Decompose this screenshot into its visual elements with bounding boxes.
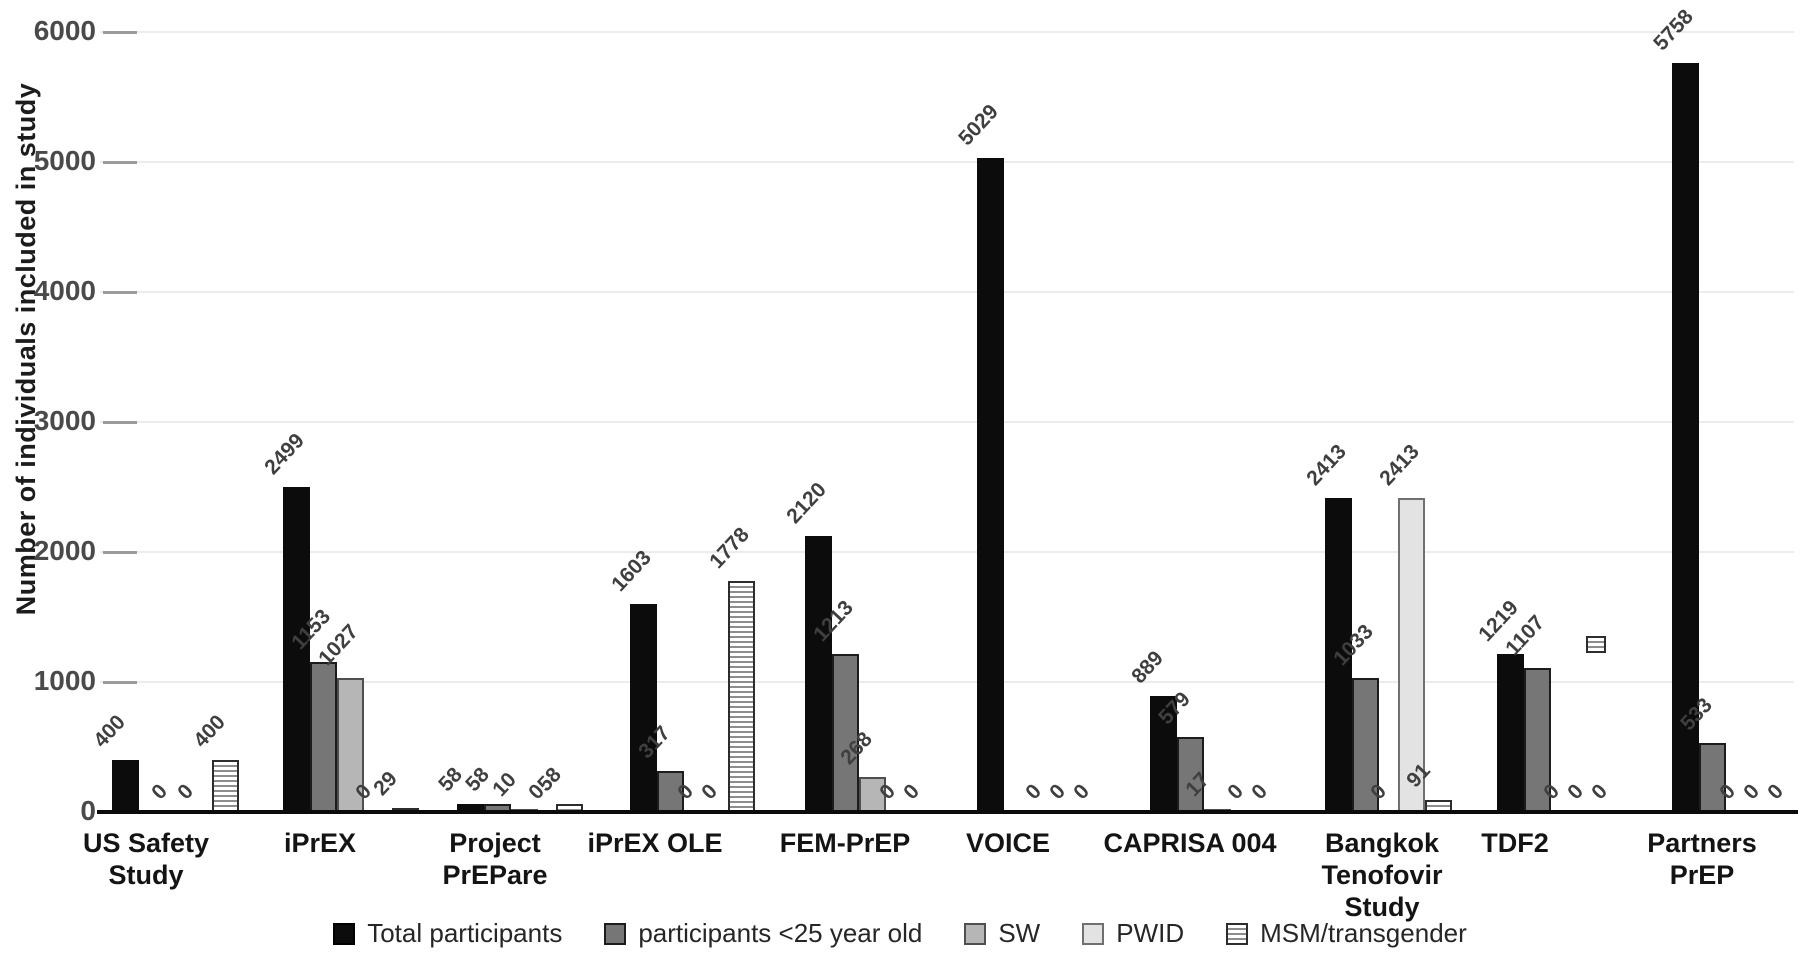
zero-label-pwid-voice: 0 (1045, 779, 1070, 804)
legend-swatch-msm (1226, 922, 1249, 945)
y-tick-mark-2000 (103, 551, 137, 554)
legend-swatch-under25 (604, 922, 627, 945)
value-label-msm-iprex-ole: 1778 (705, 523, 754, 573)
bar-total-voice (977, 158, 1004, 812)
bar-under25-bangkok-tenofovir-study (1352, 677, 1379, 812)
value-label-total-iprex-ole: 1603 (607, 545, 656, 596)
value-label-msm-us-safety-study: 400 (189, 710, 230, 752)
zero-label-msm-partners-prep: 0 (1763, 779, 1788, 804)
y-tick-mark-4000 (103, 291, 137, 294)
bar-total-us-safety-study (112, 760, 139, 812)
zero-label-under25-us-safety-study: 0 (147, 779, 172, 804)
value-label-total-fem-prep: 2120 (782, 478, 831, 529)
legend: Total participants participants <25 year … (0, 918, 1800, 949)
value-label-total-bangkok-tenofovir-study: 2413 (1302, 440, 1351, 491)
legend-label-sw: SW (998, 918, 1041, 948)
bar-msm-iprex-ole (728, 580, 755, 812)
bar-under25-fem-prep (832, 654, 859, 812)
y-tick-label-6000: 6000 (33, 15, 96, 46)
bar-total-tdf2 (1497, 653, 1524, 812)
bar-under25-iprex (310, 662, 337, 812)
legend-item-msm: MSM/transgender (1226, 918, 1467, 949)
bar-total-caprisa-004 (1150, 696, 1177, 812)
value-label-sw-project-prepare: 10 (488, 768, 521, 801)
value-label-under25-project-prepare: 58 (461, 763, 494, 797)
y-tick-label-2000: 2000 (33, 535, 96, 566)
zero-label-msm-caprisa-004: 0 (1247, 779, 1272, 804)
bar-under25-partners-prep (1699, 742, 1726, 812)
bar-pwid-bangkok-tenofovir-study (1398, 498, 1425, 812)
legend-label-under25: participants <25 year old (638, 918, 923, 948)
legend-item-under25: participants <25 year old (604, 918, 922, 949)
gridline-1000 (100, 681, 1794, 683)
bar-total-fem-prep (805, 536, 832, 812)
x-axis-baseline (97, 810, 1798, 814)
x-axis-label-project-prepare: Project PrEPare (442, 828, 548, 890)
bar-total-iprex (283, 487, 310, 812)
legend-swatch-pwid (1082, 922, 1105, 945)
bar-msm-us-safety-study (212, 760, 239, 812)
x-axis-label-bangkok-tenofovir-study: Bangkok Tenofovir Study (1321, 828, 1443, 922)
x-axis-label-caprisa-004: CAPRISA 004 (1103, 828, 1277, 858)
zero-label-pwid-tdf2: 0 (1563, 779, 1588, 804)
legend-label-pwid: PWID (1116, 918, 1185, 948)
zero-label-msm-voice: 0 (1069, 779, 1094, 804)
gridline-3000 (100, 421, 1794, 423)
value-label-total-iprex: 2499 (260, 429, 309, 480)
y-tick-mark-6000 (103, 31, 137, 34)
x-axis-label-iprex: iPrEX (283, 828, 357, 858)
legend-item-sw: SW (964, 918, 1040, 949)
x-axis-label-iprex-ole: iPrEX OLE (587, 828, 723, 858)
legend-label-total: Total participants (367, 918, 563, 948)
gridline-4000 (100, 291, 1794, 293)
y-tick-mark-5000 (103, 161, 137, 164)
value-label-pwid-bangkok-tenofovir-study: 2413 (1375, 440, 1424, 491)
zero-label-sw-voice: 0 (1021, 779, 1046, 804)
legend-item-total: Total participants (333, 918, 562, 949)
gridline-2000 (100, 551, 1794, 553)
x-axis-label-us-safety-study: US Safety Study (82, 828, 210, 890)
legend-item-pwid: PWID (1082, 918, 1184, 949)
zero-label-pwid-caprisa-004: 0 (1223, 779, 1248, 804)
bar-total-iprex-ole (630, 603, 657, 812)
zero-label-sw-us-safety-study: 0 (173, 779, 198, 804)
zero-label-pwid-iprex-ole: 0 (697, 779, 722, 804)
x-axis-label-fem-prep: FEM-PrEP (779, 828, 911, 858)
zero-label-msm-fem-prep: 0 (899, 779, 924, 804)
value-label-total-voice: 5029 (954, 100, 1003, 151)
legend-swatch-total (333, 922, 356, 945)
gridline-5000 (100, 161, 1794, 163)
bar-under25-tdf2 (1524, 668, 1551, 812)
y-axis-title: Number of individuals included in study (11, 82, 41, 616)
x-axis-label-tdf2: TDF2 (1481, 828, 1549, 858)
y-tick-label-5000: 5000 (33, 145, 96, 176)
legend-label-msm: MSM/transgender (1260, 918, 1467, 948)
y-tick-label-4000: 4000 (33, 275, 96, 306)
y-tick-mark-3000 (103, 421, 137, 424)
bar-total-partners-prep (1672, 63, 1699, 812)
legend-swatch-sw (964, 922, 987, 945)
x-axis-label-partners-prep: Partners PrEP (1647, 828, 1757, 890)
y-tick-label-3000: 3000 (33, 405, 96, 436)
bar-total-bangkok-tenofovir-study (1325, 498, 1352, 812)
y-tick-label-0: 0 (80, 795, 96, 826)
zero-label-pwid-partners-prep: 0 (1739, 779, 1764, 804)
gridline-6000 (100, 31, 1794, 33)
x-axis-label-voice: VOICE (965, 828, 1051, 858)
stray-striped-marker (1586, 636, 1606, 653)
value-label-total-us-safety-study: 400 (89, 710, 130, 752)
y-tick-label-1000: 1000 (33, 665, 96, 696)
y-tick-mark-1000 (103, 681, 137, 684)
zero-label-msm-tdf2: 0 (1587, 779, 1612, 804)
